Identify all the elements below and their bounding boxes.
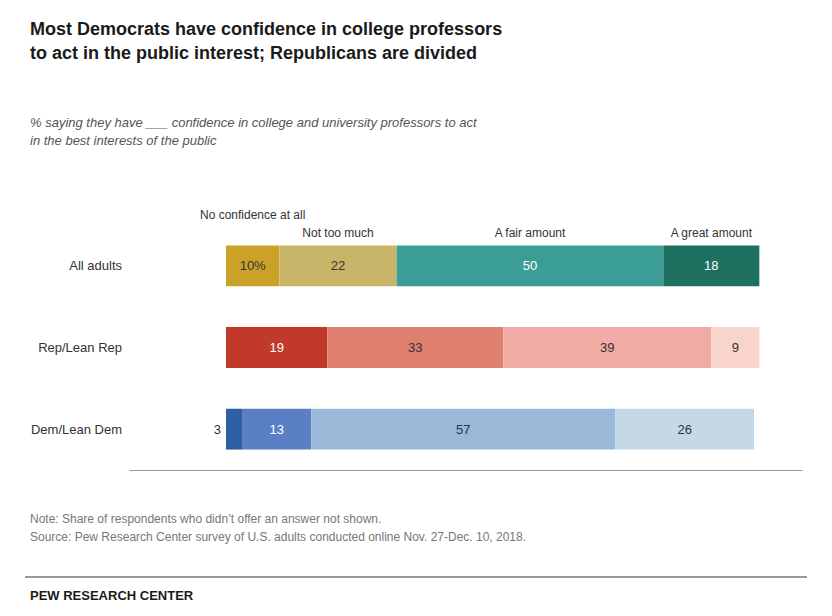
svg-text:9: 9: [732, 340, 739, 355]
svg-text:39: 39: [600, 340, 614, 355]
svg-text:No confidence at all: No confidence at all: [200, 208, 305, 222]
svg-text:18: 18: [704, 258, 718, 273]
svg-text:A fair amount: A fair amount: [495, 226, 566, 240]
svg-text:to act in the public interest;: to act in the public interest; Republica…: [30, 43, 477, 63]
svg-text:3: 3: [214, 422, 221, 437]
svg-text:10%: 10%: [240, 258, 266, 273]
svg-text:Rep/Lean Rep: Rep/Lean Rep: [38, 340, 122, 355]
svg-text:50: 50: [523, 258, 537, 273]
svg-text:13: 13: [269, 422, 283, 437]
svg-text:Note: Share of respondents who: Note: Share of respondents who didn’t of…: [30, 512, 381, 526]
svg-text:Most Democrats have confidence: Most Democrats have confidence in colleg…: [30, 19, 502, 39]
svg-text:57: 57: [456, 422, 470, 437]
svg-text:All adults: All adults: [69, 258, 122, 273]
svg-text:% saying they have ___ confide: % saying they have ___ confidence in col…: [30, 115, 478, 130]
svg-text:Not too much: Not too much: [302, 226, 373, 240]
svg-text:Dem/Lean Dem: Dem/Lean Dem: [31, 422, 122, 437]
svg-text:19: 19: [269, 340, 283, 355]
svg-text:Source: Pew Research Center su: Source: Pew Research Center survey of U.…: [30, 530, 526, 544]
svg-text:PEW RESEARCH CENTER: PEW RESEARCH CENTER: [30, 588, 194, 603]
svg-text:33: 33: [408, 340, 422, 355]
svg-text:A great amount: A great amount: [671, 226, 753, 240]
svg-text:26: 26: [677, 422, 691, 437]
svg-text:22: 22: [331, 258, 345, 273]
svg-text:in the best interests of the p: in the best interests of the public: [30, 133, 217, 148]
